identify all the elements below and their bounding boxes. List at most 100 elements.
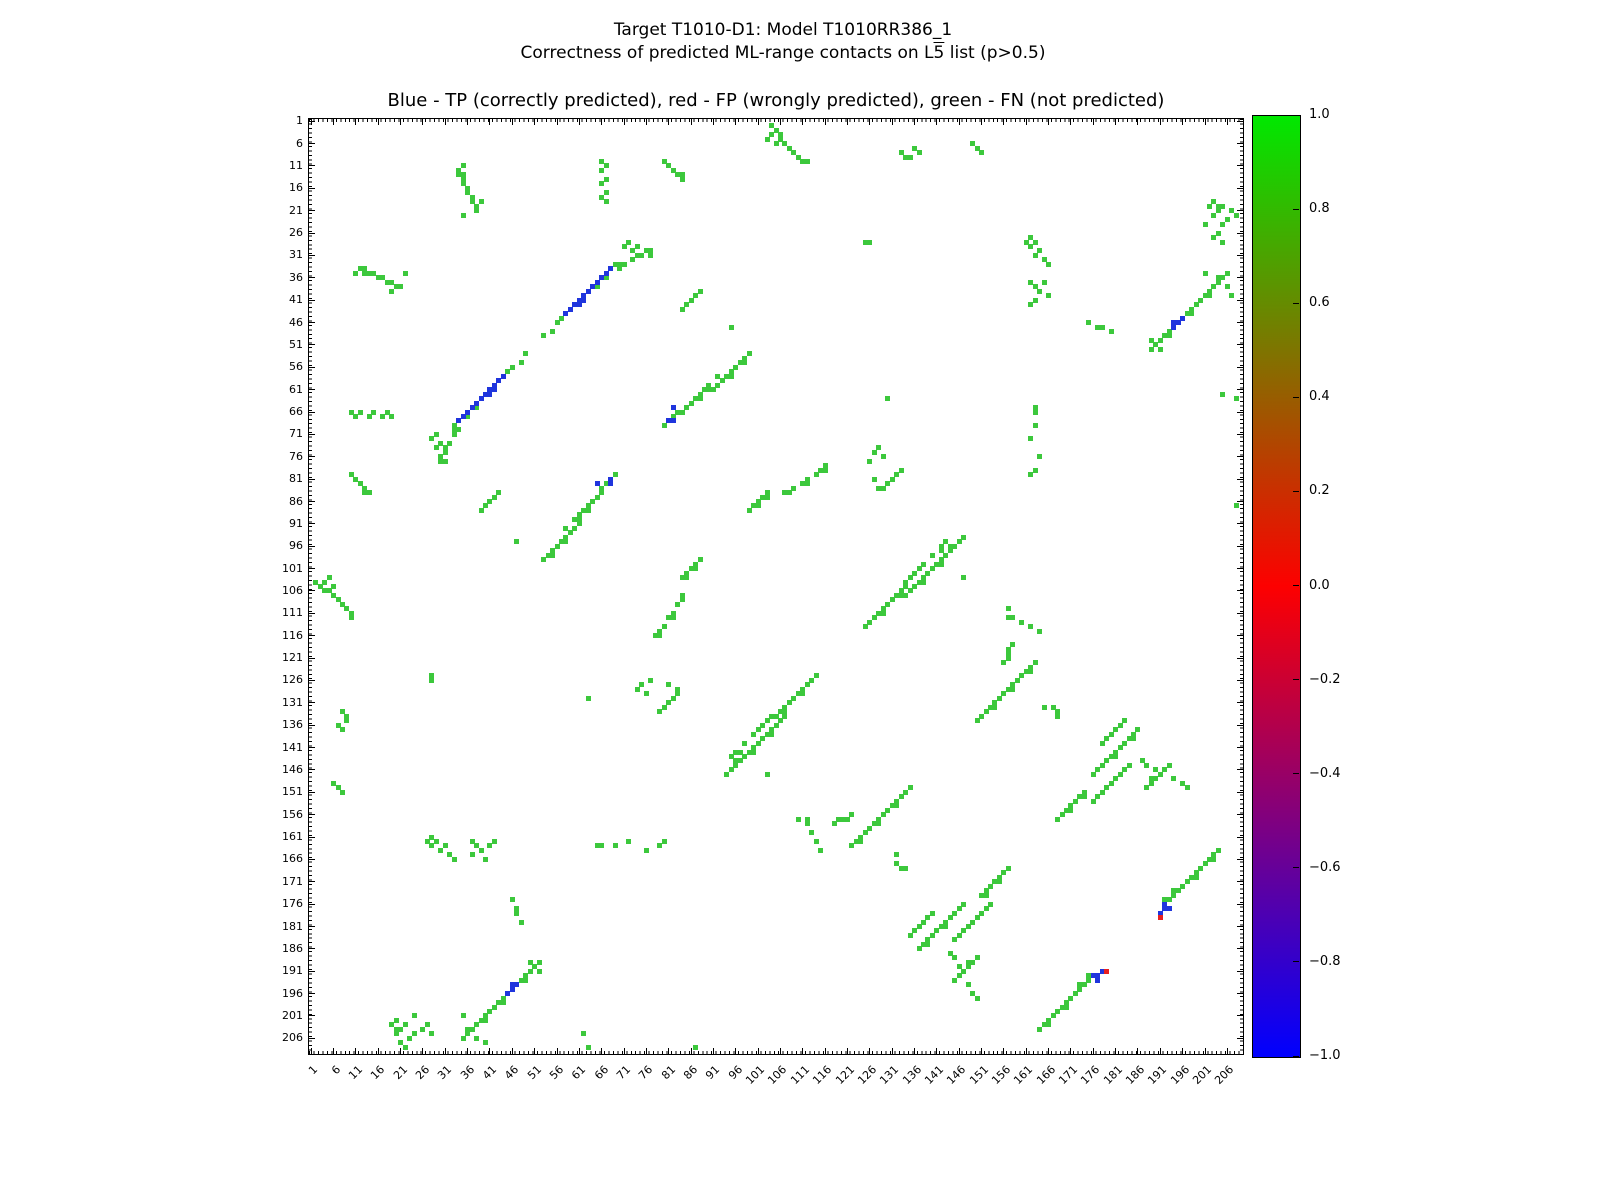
y-major-tick: [309, 411, 315, 413]
contact-cell-fn: [1184, 311, 1190, 317]
contact-cell-fn: [630, 248, 636, 254]
contact-cell-fn: [1211, 212, 1217, 218]
contact-cell-fn: [1046, 1022, 1052, 1028]
contact-cell-fn: [916, 946, 922, 952]
contact-cell-fn: [1162, 767, 1168, 773]
contact-cell-tp: [478, 396, 484, 402]
contact-cell-fn: [943, 552, 949, 558]
contact-cell-fn: [590, 499, 596, 504]
y-major-tick: [309, 366, 315, 368]
contact-cell-fn: [1148, 776, 1154, 782]
contact-cell-fn: [594, 284, 600, 290]
contact-cell-fn: [478, 1017, 484, 1023]
contact-cell-fn: [599, 843, 605, 849]
contact-cell-fn: [1081, 789, 1087, 795]
contact-cell-fn: [536, 968, 542, 974]
contact-cell-fn: [1001, 870, 1007, 876]
contact-cell-fn: [460, 181, 466, 187]
contact-cell-fn: [983, 892, 989, 898]
y-major-tick: [309, 679, 315, 681]
contact-cell-fn: [728, 754, 734, 759]
contact-cell-fn: [894, 472, 900, 478]
contact-cell-fn: [514, 539, 520, 545]
contact-cell-fn: [979, 713, 985, 719]
contact-cell-fn: [1095, 767, 1101, 773]
contact-cell-fn: [581, 507, 587, 513]
contact-cell-fn: [862, 624, 868, 630]
contact-cell-tp: [491, 382, 497, 388]
y-major-tick: [309, 277, 315, 279]
contact-cell-fn: [456, 172, 462, 178]
minor-ticks-right: [1240, 119, 1243, 1054]
contact-cell-fn: [1202, 221, 1208, 227]
contact-cell-fn: [795, 816, 801, 822]
contact-cell-fn: [424, 839, 430, 844]
contact-cell-tp: [469, 405, 475, 411]
contact-cell-fn: [576, 521, 582, 527]
x-major-tick: [377, 1048, 379, 1054]
x-major-tick: [1115, 119, 1117, 125]
x-major-tick: [310, 119, 312, 125]
y-tick-label: 56: [289, 360, 303, 374]
y-major-tick: [309, 881, 315, 883]
contact-cell-fn: [1220, 391, 1226, 397]
y-tick-label: 176: [282, 897, 303, 911]
y-tick-label: 151: [282, 785, 303, 799]
contact-cell-fn: [523, 973, 529, 979]
contact-cell-fn: [885, 396, 891, 402]
contact-cell-fn: [626, 239, 632, 245]
contact-cell-fn: [880, 812, 886, 818]
contact-cell-fn: [938, 548, 944, 554]
contact-cell-tp: [509, 986, 515, 992]
y-major-tick: [1237, 747, 1243, 749]
contact-cell-fn: [1206, 856, 1212, 862]
contact-cell-fn: [483, 1013, 489, 1019]
contact-cell-fn: [1077, 986, 1083, 992]
contact-cell-fn: [442, 449, 448, 455]
contact-cell-fn: [353, 414, 359, 419]
contact-cell-fn: [764, 136, 770, 142]
contact-cell-fn: [1215, 847, 1221, 853]
x-tick-label: 131: [877, 1063, 902, 1088]
contact-cell-fn: [1148, 337, 1154, 343]
x-major-tick: [891, 1048, 893, 1054]
axes-title: Blue - TP (correctly predicted), red - F…: [387, 90, 1165, 111]
contact-cell-fn: [509, 897, 515, 903]
contact-cell-fn: [907, 154, 913, 160]
contact-cell-fn: [1135, 727, 1141, 733]
contact-cell-fn: [429, 834, 435, 840]
contact-cell-fn: [1184, 879, 1190, 885]
x-tick-label: 151: [966, 1063, 991, 1088]
contact-cell-fn: [1166, 333, 1172, 339]
contact-cell-fn: [755, 727, 761, 733]
contact-cell-fn: [340, 789, 346, 795]
y-major-tick: [1237, 791, 1243, 793]
contact-cell-fn: [487, 843, 493, 849]
contact-cell-fn: [1171, 892, 1177, 898]
contact-cell-fn: [795, 154, 801, 160]
contact-cell-fn: [460, 1035, 466, 1041]
contact-cell-tp: [487, 387, 493, 393]
contact-cell-fn: [554, 320, 560, 326]
contact-cell-fn: [925, 937, 931, 943]
y-major-tick: [1237, 187, 1243, 189]
contact-cell-fn: [791, 485, 797, 491]
contact-cell-fn: [970, 991, 976, 997]
x-major-tick: [735, 119, 737, 125]
y-tick-label: 191: [282, 964, 303, 978]
x-major-tick: [623, 1048, 625, 1054]
contact-cell-fn: [348, 472, 354, 478]
contact-cell-fn: [1046, 261, 1052, 267]
colorbar-tick-label: −0.2: [1309, 671, 1341, 687]
contact-cell-fn: [1099, 762, 1105, 768]
contact-cell-fn: [1014, 677, 1020, 683]
contact-cell-fn: [858, 834, 864, 840]
x-major-tick: [1115, 1048, 1117, 1054]
contact-cell-fn: [344, 713, 350, 719]
y-major-tick: [1237, 501, 1243, 502]
y-major-tick: [309, 478, 315, 480]
contact-cell-fn: [733, 762, 739, 768]
contact-cell-fn: [532, 964, 538, 970]
contact-cell-fn: [335, 597, 341, 603]
